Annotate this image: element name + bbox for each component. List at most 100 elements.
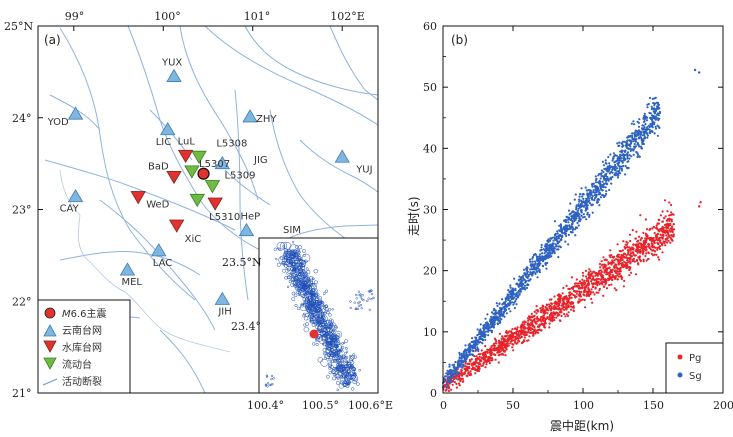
point-pg xyxy=(516,326,519,329)
point-pg xyxy=(584,306,587,309)
point-pg xyxy=(641,247,644,250)
point-sg xyxy=(519,281,522,284)
point-pg xyxy=(614,271,617,274)
point-pg xyxy=(514,327,517,330)
point-sg xyxy=(509,310,512,313)
point-sg xyxy=(624,164,627,168)
aftershock-circle xyxy=(291,297,296,302)
point-pg xyxy=(553,319,556,322)
point-pg xyxy=(458,375,461,378)
lon-tick-label: 99° xyxy=(65,10,85,23)
lat-tick-label: 25°N xyxy=(4,20,33,33)
aftershock-circle xyxy=(312,342,316,346)
point-sg xyxy=(527,275,530,278)
yunnan-station-triangle xyxy=(166,68,182,82)
point-sg xyxy=(602,164,606,167)
station-label-sim: SIM xyxy=(283,225,301,236)
point-sg xyxy=(475,348,478,351)
point-pg xyxy=(544,305,547,309)
aftershock-circle xyxy=(344,339,348,344)
aftershock-circle xyxy=(312,302,316,306)
legend-reservoir-triangle-icon xyxy=(43,340,57,353)
point-pg xyxy=(604,281,607,284)
point-sg xyxy=(653,104,656,107)
point-pg xyxy=(569,302,573,306)
aftershock-circle xyxy=(315,312,319,316)
point-pg xyxy=(645,237,649,240)
point-pg xyxy=(464,362,467,365)
point-sg xyxy=(538,253,542,256)
point-sg xyxy=(486,321,489,324)
point-sg xyxy=(650,107,654,111)
aftershock-circle xyxy=(294,268,299,274)
point-sg xyxy=(538,269,541,272)
point-sg xyxy=(560,235,564,239)
point-pg xyxy=(584,275,588,278)
point-sg xyxy=(526,271,529,274)
station-label-cay: CAY xyxy=(60,204,80,215)
point-sg xyxy=(584,203,588,206)
point-pg xyxy=(565,313,568,316)
point-sg xyxy=(638,118,641,121)
aftershock-circle xyxy=(372,296,375,300)
point-sg xyxy=(641,142,644,146)
point-pg xyxy=(475,365,478,368)
point-sg xyxy=(614,174,617,177)
point-pg xyxy=(659,214,663,217)
aftershock-circle xyxy=(300,303,308,312)
point-sg xyxy=(628,154,631,157)
aftershock-circle xyxy=(367,297,370,300)
point-pg xyxy=(636,245,639,248)
legend-sg-dot-icon xyxy=(677,372,683,378)
point-sg xyxy=(639,133,643,136)
point-pg xyxy=(658,258,661,261)
point-pg xyxy=(543,325,546,328)
point-pg xyxy=(500,343,503,347)
point-sg xyxy=(611,167,615,170)
legend-yunnan-label: 云南台网 xyxy=(62,324,102,337)
point-sg xyxy=(569,202,572,205)
point-pg xyxy=(651,227,654,230)
point-sg xyxy=(594,184,597,188)
point-pg xyxy=(577,284,580,287)
point-pg xyxy=(573,282,577,285)
aftershock-circle xyxy=(291,241,295,244)
aftershock-circle xyxy=(358,300,361,304)
point-sg xyxy=(458,351,461,354)
aftershock-circle xyxy=(325,330,329,334)
point-sg xyxy=(464,348,467,351)
point-sg xyxy=(476,339,479,342)
point-pg xyxy=(610,283,613,286)
aftershock-circle xyxy=(285,258,294,268)
point-sg xyxy=(522,274,525,277)
point-pg xyxy=(523,323,526,326)
yunnan-station-triangle xyxy=(238,222,255,237)
point-pg xyxy=(575,292,579,295)
point-pg xyxy=(507,344,510,347)
aftershock-circle xyxy=(349,356,354,361)
station-label-lic: LIC xyxy=(156,137,172,148)
aftershock-circle xyxy=(335,349,339,353)
aftershock-circle xyxy=(333,333,337,337)
point-pg xyxy=(566,300,569,303)
point-pg xyxy=(484,360,487,363)
point-sg xyxy=(586,200,589,203)
point-pg xyxy=(558,307,561,310)
aftershock-circle xyxy=(294,286,299,291)
point-sg xyxy=(656,134,660,137)
point-pg xyxy=(627,261,630,264)
point-pg xyxy=(564,315,567,318)
point-pg xyxy=(655,226,658,229)
point-pg xyxy=(651,237,655,240)
point-pg xyxy=(629,249,632,252)
point-pg xyxy=(672,213,675,216)
point-sg xyxy=(626,157,629,160)
point-pg xyxy=(567,311,570,314)
point-sg xyxy=(626,139,629,142)
aftershock-circle xyxy=(286,275,291,280)
point-pg xyxy=(611,271,614,274)
point-sg xyxy=(604,161,607,165)
point-pg xyxy=(577,300,580,303)
map-legend: M6.6主震 云南台网 水库台网 流动台 活动断裂 xyxy=(37,299,131,394)
point-sg xyxy=(602,170,605,173)
